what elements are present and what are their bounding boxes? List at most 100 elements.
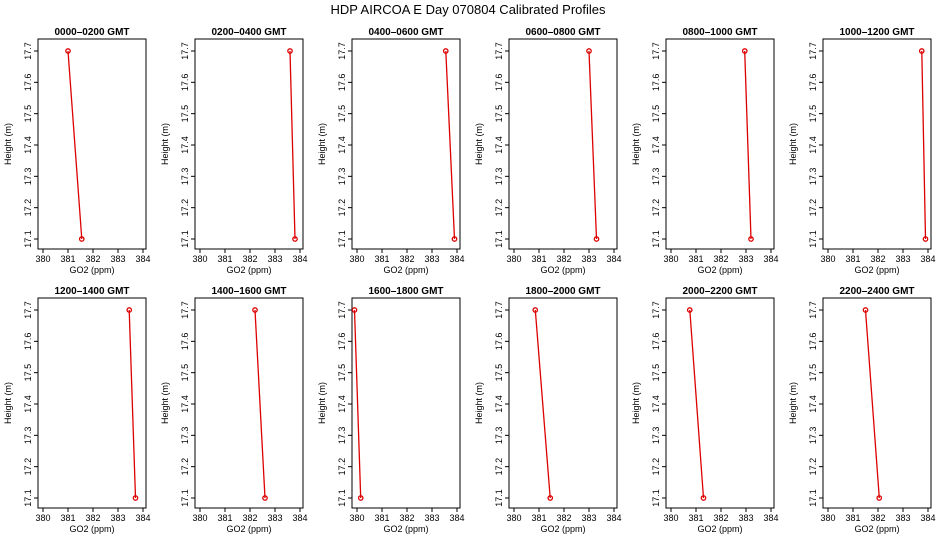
y-tick-label: 17.4 bbox=[494, 395, 504, 413]
x-tick-label: 383 bbox=[895, 254, 910, 264]
x-tick-label: 384 bbox=[449, 513, 464, 523]
y-tick-label: 17.2 bbox=[651, 199, 661, 217]
x-tick-label: 381 bbox=[531, 254, 546, 264]
x-axis-label: GO2 (ppm) bbox=[383, 265, 428, 275]
x-tick-label: 383 bbox=[424, 254, 439, 264]
x-axis-label: GO2 (ppm) bbox=[69, 265, 114, 275]
y-tick-label: 17.3 bbox=[337, 427, 347, 445]
y-tick-label: 17.2 bbox=[494, 458, 504, 476]
profile-line bbox=[289, 50, 296, 240]
x-tick-label: 381 bbox=[217, 254, 232, 264]
y-tick-label: 17.1 bbox=[651, 489, 661, 507]
profile-line bbox=[445, 50, 456, 240]
data-point bbox=[262, 495, 268, 501]
chart-panel: 0800–1000 GMT 380 381 382 383 384 17.1 17.2 17.3… bbox=[631, 27, 779, 275]
chart-panel: 2000–2200 GMT 380 381 382 383 384 17.1 17.2 17.3… bbox=[631, 286, 779, 534]
profile-line bbox=[128, 309, 137, 499]
y-tick-label: 17.6 bbox=[494, 74, 504, 92]
x-tick-label: 381 bbox=[845, 254, 860, 264]
y-tick-label: 17.1 bbox=[494, 230, 504, 248]
y-axis-label: Height (m) bbox=[631, 382, 641, 424]
panel-title: 0400–0600 GMT bbox=[368, 27, 443, 38]
x-tick-label: 381 bbox=[845, 513, 860, 523]
y-tick-label: 17.7 bbox=[337, 301, 347, 319]
x-tick-label: 381 bbox=[60, 254, 75, 264]
y-tick-label: 17.7 bbox=[808, 301, 818, 319]
y-tick-label: 17.3 bbox=[494, 427, 504, 445]
profile-line bbox=[534, 309, 551, 499]
data-point bbox=[351, 307, 358, 313]
y-tick-label: 17.5 bbox=[337, 105, 347, 123]
x-tick-label: 381 bbox=[217, 513, 232, 523]
y-tick-label: 17.1 bbox=[337, 230, 347, 248]
plot-frame bbox=[37, 297, 147, 509]
y-tick-label: 17.2 bbox=[808, 199, 818, 217]
x-tick-label: 383 bbox=[110, 513, 125, 523]
x-tick-label: 384 bbox=[606, 513, 621, 523]
data-point bbox=[78, 236, 85, 242]
x-tick-label: 382 bbox=[242, 254, 257, 264]
x-tick-label: 384 bbox=[920, 513, 935, 523]
y-tick-label: 17.3 bbox=[494, 168, 504, 186]
data-point bbox=[686, 307, 693, 313]
data-point bbox=[132, 495, 139, 501]
y-tick-label: 17.3 bbox=[651, 168, 661, 186]
x-tick-label: 380 bbox=[35, 513, 50, 523]
x-tick-label: 380 bbox=[506, 513, 521, 523]
data-point bbox=[357, 495, 364, 501]
figure-title: HDP AIRCOA E Day 070804 Calibrated Profi… bbox=[330, 2, 606, 17]
y-tick-label: 17.2 bbox=[23, 458, 33, 476]
data-point bbox=[65, 48, 71, 54]
y-tick-label: 17.5 bbox=[23, 105, 33, 123]
x-tick-label: 380 bbox=[506, 254, 521, 264]
profile-line bbox=[588, 50, 598, 240]
profile-line bbox=[744, 50, 752, 240]
y-tick-label: 17.7 bbox=[494, 42, 504, 60]
x-tick-label: 382 bbox=[85, 254, 100, 264]
y-axis-label: Height (m) bbox=[160, 123, 170, 165]
y-tick-label: 17.6 bbox=[494, 333, 504, 351]
y-tick-label: 17.7 bbox=[180, 301, 190, 319]
panel-title: 1000–1200 GMT bbox=[839, 27, 914, 38]
chart-panel: 0000–0200 GMT 380 381 382 383 384 17.1 17.2 17.3… bbox=[3, 27, 151, 275]
panel-title: 1200–1400 GMT bbox=[54, 286, 129, 297]
data-point bbox=[292, 236, 298, 242]
data-point bbox=[451, 236, 458, 242]
plot-frame bbox=[351, 38, 461, 250]
plot-frame bbox=[665, 297, 775, 509]
x-tick-label: 382 bbox=[556, 254, 571, 264]
y-tick-label: 17.5 bbox=[808, 364, 818, 382]
data-point bbox=[442, 48, 449, 54]
x-tick-label: 381 bbox=[374, 254, 389, 264]
x-tick-label: 384 bbox=[292, 513, 307, 523]
x-tick-label: 384 bbox=[292, 254, 307, 264]
plot-frame bbox=[508, 297, 618, 509]
y-tick-label: 17.3 bbox=[180, 427, 190, 445]
y-axis-label: Height (m) bbox=[317, 123, 327, 165]
x-tick-label: 384 bbox=[606, 254, 621, 264]
y-axis-label: Height (m) bbox=[3, 123, 13, 165]
y-tick-label: 17.3 bbox=[808, 427, 818, 445]
y-tick-label: 17.6 bbox=[180, 333, 190, 351]
x-tick-label: 382 bbox=[556, 513, 571, 523]
y-axis-label: Height (m) bbox=[3, 382, 13, 424]
x-tick-label: 383 bbox=[738, 254, 753, 264]
y-tick-label: 17.1 bbox=[23, 230, 33, 248]
x-tick-label: 384 bbox=[135, 513, 150, 523]
data-point bbox=[741, 48, 748, 54]
data-point bbox=[862, 307, 869, 313]
y-axis-label: Height (m) bbox=[474, 123, 484, 165]
y-tick-label: 17.1 bbox=[23, 489, 33, 507]
x-tick-label: 381 bbox=[531, 513, 546, 523]
plot-frame bbox=[508, 38, 618, 250]
x-tick-label: 380 bbox=[663, 254, 678, 264]
y-tick-label: 17.4 bbox=[651, 136, 661, 154]
x-axis-label: GO2 (ppm) bbox=[540, 524, 585, 534]
y-tick-label: 17.6 bbox=[808, 74, 818, 92]
x-tick-label: 384 bbox=[763, 254, 778, 264]
y-tick-label: 17.5 bbox=[180, 105, 190, 123]
x-tick-label: 382 bbox=[713, 513, 728, 523]
panels-grid: 0000–0200 GMT 380 381 382 383 384 17.1 17.2 17.3… bbox=[3, 27, 936, 534]
plot-frame bbox=[194, 297, 304, 509]
profile-line bbox=[353, 309, 362, 499]
